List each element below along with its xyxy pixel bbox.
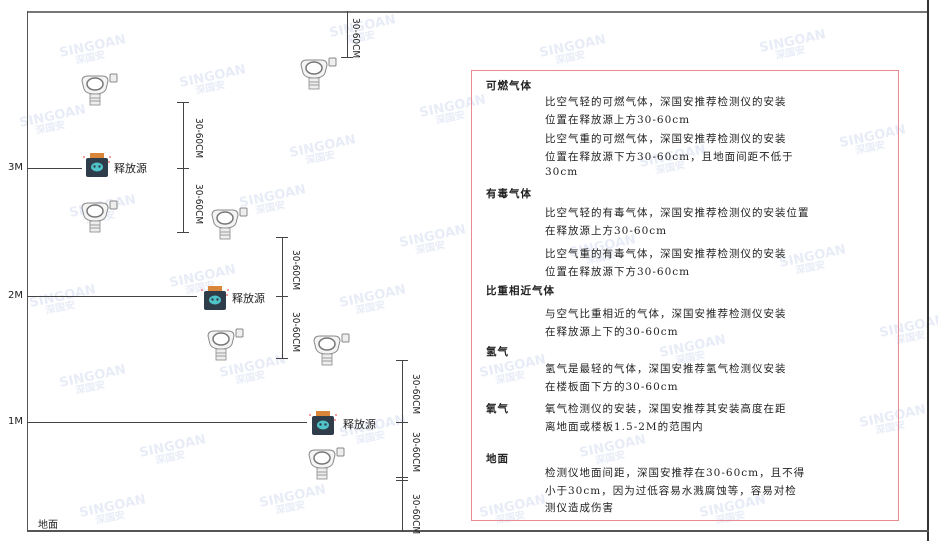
level-1m-label: 1M (8, 416, 23, 427)
section-text-line: 比空气轻的有毒气体，深国安推荐检测仪的安装位置 (545, 207, 810, 219)
section-title: 比重相近气体 (486, 285, 555, 297)
level-2m-label: 2M (8, 290, 23, 301)
section-text-line: 位置在释放源下方30-60cm (545, 265, 691, 278)
level-2m-line (27, 296, 197, 297)
right-border (927, 0, 929, 541)
section-text-line: 比空气重的有毒气体，深国安推荐检测仪的安装 (545, 248, 787, 260)
section-text-line: 比空气重的可燃气体，深国安推荐检测仪的安装 (545, 133, 787, 145)
gas-detector-icon (78, 200, 118, 238)
dimension-label: 30-60CM (290, 250, 301, 291)
dimension-label: 30-60CM (350, 18, 361, 59)
section-title: 有毒气体 (486, 188, 532, 200)
dimension-line (183, 102, 184, 232)
section-title: 氢气 (486, 346, 509, 358)
ground-label: 地面 (38, 520, 58, 531)
level-1m-line (27, 422, 307, 423)
wall-line (27, 11, 28, 531)
dimension-label: 30-60CM (410, 432, 421, 473)
dimension-label: 30-60CM (193, 118, 204, 159)
section-text-line: 位置在释放源下方30-60cm，且地面间距不低于 (545, 150, 794, 163)
dimension-line (402, 360, 403, 532)
release-source-icon (201, 285, 229, 315)
section-text-line: 氢气是最轻的气体，深国安推荐氢气检测仪安装 (545, 363, 787, 375)
section-text-line: 30cm (545, 166, 579, 178)
section-text-line: 离地面或楼板1.5-2M的范围内 (545, 420, 704, 433)
section-text-line: 在楼板面下方的30-60cm (545, 380, 679, 393)
gas-detector-icon (310, 333, 350, 371)
section-title: 氧气 (486, 403, 509, 415)
section-title: 地面 (486, 453, 509, 465)
release-source-label: 释放源 (232, 292, 265, 305)
section-text-line: 在释放源上下的30-60cm (545, 325, 679, 338)
level-3m-label: 3M (8, 162, 23, 173)
dimension-line (347, 11, 348, 58)
section-text-line: 检测仪地面间距，深国安推荐在30-60cm，且不得 (545, 467, 806, 479)
dimension-label: 30-60CM (410, 374, 421, 415)
release-source-label: 释放源 (343, 418, 376, 431)
section-text-line: 测仪造成伤害 (545, 502, 614, 514)
section-title: 可燃气体 (486, 80, 532, 92)
release-source-icon (309, 410, 337, 440)
gas-detector-icon (204, 328, 244, 366)
section-text-line: 在释放源上方30-60cm (545, 224, 668, 237)
level-3m-line (27, 168, 82, 169)
dimension-label: 30-60CM (410, 494, 421, 535)
release-source-icon (83, 152, 111, 182)
installation-guide-box (471, 70, 899, 521)
section-text-line: 与空气比重相近的气体，深国安推荐检测仪安装 (545, 308, 787, 320)
section-text-line: 氧气检测仪的安装，深国安推荐其安装高度在距 (545, 403, 787, 415)
gas-detector-icon (297, 57, 337, 95)
gas-detector-icon (78, 73, 118, 111)
section-text-line: 位置在释放源上方30-60cm (545, 113, 691, 126)
section-text-line: 比空气轻的可燃气体，深国安推荐检测仪的安装 (545, 96, 787, 108)
gas-detector-icon (305, 447, 345, 485)
dimension-line (282, 237, 283, 358)
dimension-label: 30-60CM (290, 312, 301, 353)
ceiling-line (27, 11, 929, 13)
section-text-line: 小于30cm，因为过低容易水溅腐蚀等，容易对检 (545, 484, 797, 497)
dimension-label: 30-60CM (193, 184, 204, 225)
ground-line (27, 530, 929, 532)
release-source-label: 释放源 (114, 162, 147, 175)
gas-detector-icon (208, 207, 248, 245)
